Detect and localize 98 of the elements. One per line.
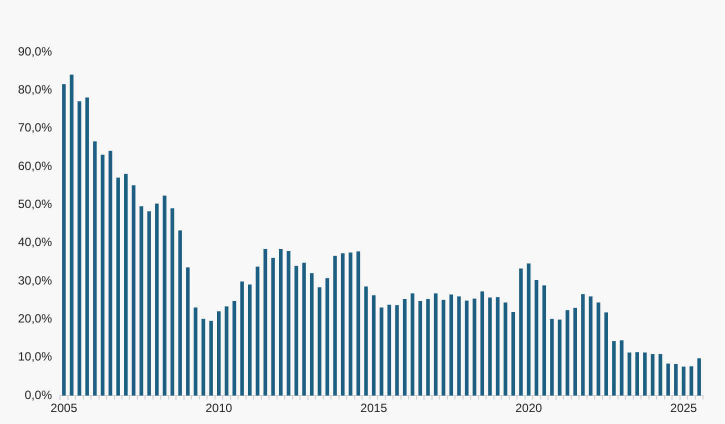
bar	[643, 352, 647, 396]
bar	[410, 293, 414, 396]
bar	[116, 178, 120, 396]
x-tick-label: 2010	[205, 401, 232, 416]
x-tick-label: 2020	[515, 401, 542, 416]
bar	[202, 318, 206, 396]
bar	[248, 284, 252, 396]
bar	[224, 306, 228, 396]
bar	[682, 366, 686, 396]
bar	[62, 84, 66, 396]
bar	[526, 264, 531, 396]
bar	[108, 150, 112, 396]
bar	[504, 302, 508, 396]
bar	[534, 280, 538, 396]
bar	[395, 305, 399, 396]
bar	[511, 312, 516, 396]
bar	[356, 251, 360, 396]
bar	[333, 256, 337, 396]
bar	[232, 300, 236, 396]
bar	[263, 249, 268, 396]
y-tick-label: 10,0%	[18, 350, 52, 364]
bar	[628, 352, 632, 396]
bar	[488, 298, 492, 396]
y-tick-label: 90,0%	[18, 44, 52, 58]
x-tick-label: 2015	[360, 401, 388, 416]
bar	[550, 318, 554, 396]
bar	[496, 297, 500, 396]
bar	[162, 196, 166, 396]
y-tick-label: 20,0%	[18, 312, 52, 326]
bar	[604, 312, 608, 396]
bar	[286, 250, 290, 396]
bar	[278, 249, 283, 396]
bar	[302, 262, 306, 396]
bar	[364, 286, 368, 396]
bar	[426, 299, 430, 396]
bar	[147, 211, 151, 396]
bar	[620, 340, 624, 396]
bar	[566, 310, 570, 396]
bar	[140, 206, 144, 396]
bar	[348, 252, 352, 396]
bar	[240, 282, 244, 396]
y-tick-label: 60,0%	[18, 158, 52, 173]
bar	[310, 273, 314, 396]
bar	[666, 364, 670, 396]
bar	[558, 320, 562, 396]
bar	[372, 295, 376, 396]
y-tick-label: 80,0%	[18, 82, 52, 96]
bar	[93, 141, 97, 396]
bar	[318, 287, 322, 396]
bar	[588, 296, 593, 396]
bar	[78, 101, 82, 396]
bar	[480, 291, 484, 396]
bar	[85, 97, 89, 396]
bar	[271, 258, 275, 396]
bar	[442, 300, 446, 396]
bar	[217, 311, 221, 396]
bar	[186, 267, 190, 396]
y-tick-label: 30,0%	[18, 273, 52, 288]
x-tick-label: 2025	[670, 401, 698, 416]
bar	[325, 278, 330, 396]
y-tick-label: 50,0%	[18, 197, 52, 212]
bar	[294, 266, 298, 396]
bar	[100, 154, 104, 396]
bar	[635, 352, 639, 396]
bar	[387, 304, 392, 396]
bar	[464, 300, 469, 396]
bar	[519, 268, 523, 396]
bar	[690, 366, 694, 396]
bar	[402, 299, 407, 396]
bar	[658, 354, 662, 396]
bar	[418, 300, 422, 396]
bar	[697, 358, 701, 396]
bar	[596, 302, 600, 396]
bar	[256, 266, 260, 396]
bar	[650, 354, 654, 396]
bar	[380, 307, 384, 396]
bar	[340, 253, 345, 396]
bar	[612, 341, 616, 396]
bar	[581, 294, 585, 396]
x-tick-label: 2005	[50, 401, 78, 416]
bar	[472, 298, 476, 396]
bar	[434, 293, 438, 396]
bar	[457, 296, 461, 396]
y-tick-label: 70,0%	[18, 120, 52, 135]
y-tick-label: 40,0%	[18, 235, 52, 250]
bar	[573, 308, 578, 396]
bar	[194, 307, 198, 396]
bar	[674, 364, 678, 396]
y-tick-label: 0,0%	[24, 388, 52, 402]
bar	[124, 174, 128, 396]
bar	[542, 285, 546, 396]
bar	[209, 320, 213, 396]
bar	[70, 74, 74, 396]
bar	[132, 185, 136, 396]
bar	[178, 230, 182, 396]
bar	[170, 208, 174, 396]
bar	[449, 294, 454, 396]
bar	[155, 204, 159, 396]
